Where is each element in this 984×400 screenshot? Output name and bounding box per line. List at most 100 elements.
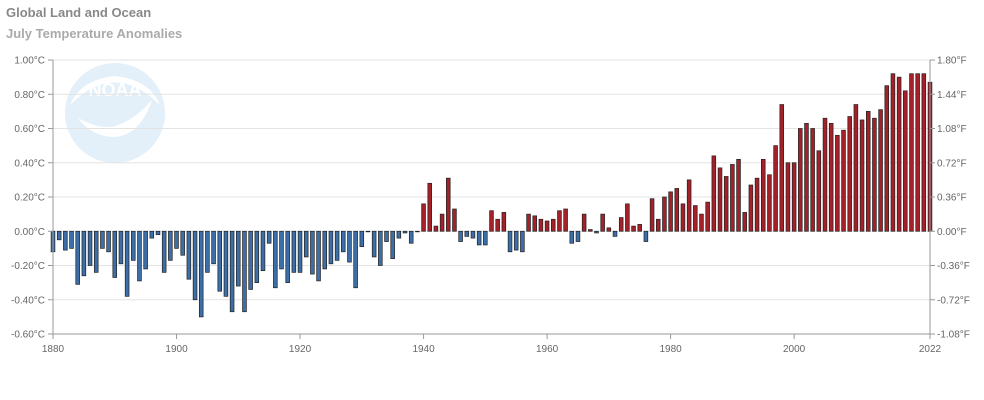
bar-1993 xyxy=(748,184,754,232)
bar-1971 xyxy=(612,230,618,237)
bar-1947 xyxy=(464,230,470,237)
bar-2015 xyxy=(884,85,890,232)
y-tick-label-left: -0.20°C xyxy=(11,261,45,272)
bar-1893 xyxy=(131,230,136,261)
bar-1900 xyxy=(174,230,179,249)
y-tick-label-right: -0.72°F xyxy=(937,295,970,306)
x-tick-label: 2000 xyxy=(783,344,806,355)
bar-1905 xyxy=(205,230,210,273)
bar-1948 xyxy=(470,230,476,239)
bar-1974 xyxy=(631,225,636,232)
bar-1932 xyxy=(371,230,377,258)
bar-1954 xyxy=(507,230,513,253)
y-tick-label-right: -1.08°F xyxy=(937,330,970,341)
bar-1965 xyxy=(575,230,581,242)
bar-1924 xyxy=(322,230,328,270)
bar-1939 xyxy=(415,230,420,233)
bar-1949 xyxy=(476,230,482,246)
bar-1952 xyxy=(495,218,500,232)
bar-1990 xyxy=(730,164,735,232)
bar-1988 xyxy=(717,167,723,232)
bar-1931 xyxy=(365,230,371,233)
bar-1984 xyxy=(693,205,698,232)
bar-1975 xyxy=(637,224,642,232)
bar-1958 xyxy=(532,215,537,232)
bar-1894 xyxy=(137,230,142,282)
bar-1886 xyxy=(87,230,93,266)
chart-title: Global Land and Ocean xyxy=(6,5,152,20)
bar-1883 xyxy=(69,230,74,249)
y-tick-label-right: 1.80°F xyxy=(937,56,967,67)
bar-1892 xyxy=(124,230,130,297)
bar-1901 xyxy=(180,230,185,256)
bar-1941 xyxy=(427,182,432,232)
bar-1903 xyxy=(192,230,198,301)
bar-1926 xyxy=(334,230,340,261)
bar-1985 xyxy=(699,213,704,232)
bar-1996 xyxy=(767,174,772,232)
y-tick-label-left: -0.60°C xyxy=(11,330,45,341)
y-tick-label-left: 0.40°C xyxy=(14,158,45,169)
bar-1944 xyxy=(446,177,451,232)
bar-1928 xyxy=(347,230,352,263)
bar-1995 xyxy=(760,158,766,232)
bar-1950 xyxy=(483,230,488,246)
bar-2013 xyxy=(872,117,877,232)
bar-1946 xyxy=(458,230,463,242)
bar-1964 xyxy=(569,230,575,244)
bar-2008 xyxy=(841,129,846,232)
bar-1917 xyxy=(279,230,284,270)
x-tick-label: 2022 xyxy=(919,344,942,355)
bar-1922 xyxy=(310,230,315,275)
bar-2012 xyxy=(865,111,871,232)
bar-1925 xyxy=(328,230,334,265)
bar-1887 xyxy=(93,230,99,273)
bar-1942 xyxy=(433,225,439,232)
bar-1889 xyxy=(106,230,111,253)
bar-1962 xyxy=(557,210,562,232)
bar-1959 xyxy=(538,218,544,232)
bar-1943 xyxy=(439,213,445,232)
bar-1973 xyxy=(625,203,630,232)
bar-1915 xyxy=(266,230,272,244)
bar-1953 xyxy=(501,212,507,232)
bar-1986 xyxy=(705,201,710,232)
y-tick-label-left: 1.00°C xyxy=(14,56,45,67)
bar-1967 xyxy=(588,229,593,232)
bar-1898 xyxy=(161,230,167,273)
bar-1899 xyxy=(168,230,173,261)
bar-1897 xyxy=(155,230,161,236)
bar-1920 xyxy=(297,230,303,273)
bar-1951 xyxy=(489,210,494,232)
bar-1896 xyxy=(149,230,155,239)
bar-1902 xyxy=(186,230,192,280)
noaa-logo-icon: NOAA xyxy=(65,63,165,163)
bar-1919 xyxy=(291,230,297,273)
y-tick-label-right: 0.36°F xyxy=(937,193,967,204)
bar-1910 xyxy=(236,230,241,287)
bar-1982 xyxy=(680,203,686,232)
bar-1890 xyxy=(112,230,118,278)
bar-1895 xyxy=(143,230,148,270)
x-tick-label: 1900 xyxy=(165,344,188,355)
bar-1916 xyxy=(273,230,278,289)
bar-1930 xyxy=(359,230,365,248)
bar-1968 xyxy=(594,230,599,234)
bar-1980 xyxy=(668,191,673,232)
bar-1989 xyxy=(723,176,729,232)
bar-1927 xyxy=(341,230,346,253)
y-tick-label-left: 0.60°C xyxy=(14,124,45,135)
chart-subtitle: July Temperature Anomalies xyxy=(6,26,183,41)
bar-2002 xyxy=(804,123,809,232)
bar-1956 xyxy=(520,230,525,253)
bar-1983 xyxy=(686,179,692,232)
bar-1918 xyxy=(285,230,290,283)
y-tick-label-right: 0.00°F xyxy=(937,227,967,238)
bar-1991 xyxy=(736,158,741,232)
bar-1969 xyxy=(600,213,605,232)
bar-1957 xyxy=(526,213,531,232)
bar-1960 xyxy=(544,220,550,232)
bar-1999 xyxy=(785,162,791,232)
y-tick-label-right: -0.36°F xyxy=(937,261,970,272)
